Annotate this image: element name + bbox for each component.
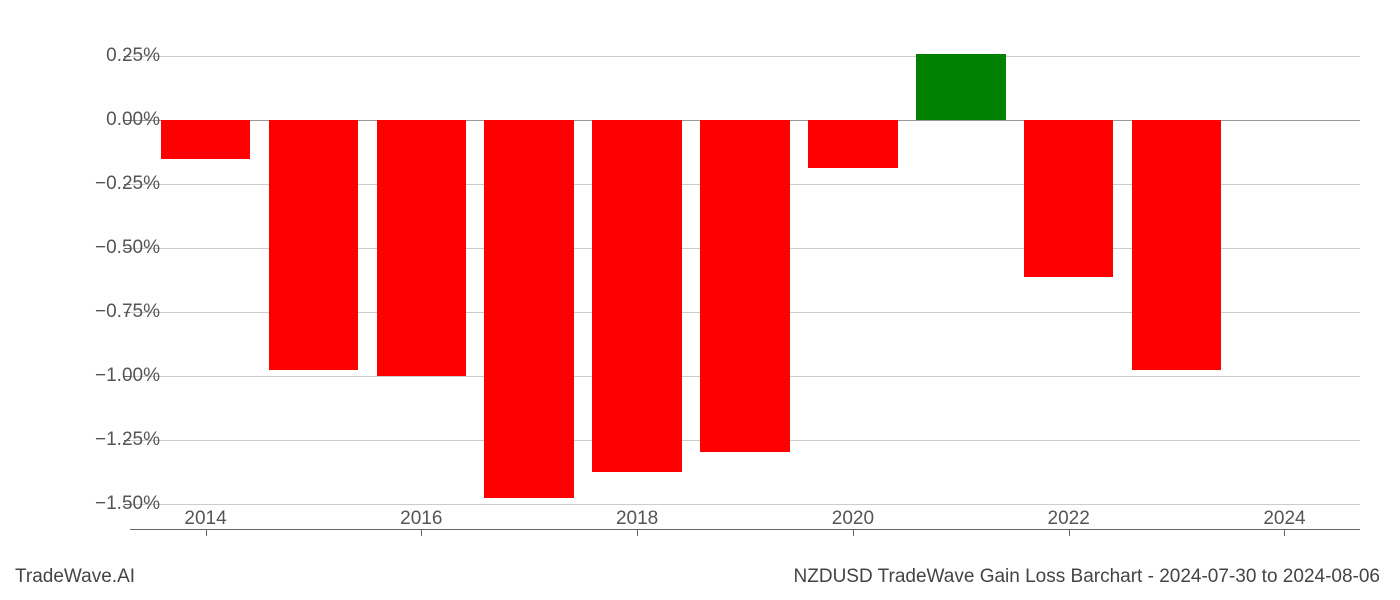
bar-2014 xyxy=(161,120,251,160)
bar-2020 xyxy=(808,120,898,169)
y-axis-label: −0.75% xyxy=(40,301,160,323)
y-axis-label: −1.25% xyxy=(40,429,160,451)
bar-2016 xyxy=(377,120,467,376)
y-axis-label: 0.00% xyxy=(40,109,160,131)
x-tick-mark xyxy=(1069,530,1070,536)
y-axis-label: −0.25% xyxy=(40,173,160,195)
x-tick-mark xyxy=(853,530,854,536)
plot-area xyxy=(130,30,1360,530)
x-axis-label: 2022 xyxy=(1048,508,1090,530)
gridline xyxy=(130,56,1360,57)
x-tick-mark xyxy=(1284,530,1285,536)
x-tick-mark xyxy=(206,530,207,536)
footer-right-text: NZDUSD TradeWave Gain Loss Barchart - 20… xyxy=(794,566,1380,588)
y-axis-label: −1.50% xyxy=(40,493,160,515)
x-axis-label: 2014 xyxy=(184,508,226,530)
y-axis-label: −0.50% xyxy=(40,237,160,259)
y-axis-label: 0.25% xyxy=(40,45,160,67)
y-axis-label: −1.00% xyxy=(40,365,160,387)
bar-2023 xyxy=(1132,120,1222,370)
bar-2019 xyxy=(700,120,790,452)
bar-2015 xyxy=(269,120,359,370)
bar-2022 xyxy=(1024,120,1114,278)
bar-2018 xyxy=(592,120,682,473)
x-tick-mark xyxy=(421,530,422,536)
footer-left-text: TradeWave.AI xyxy=(15,566,135,588)
x-tick-mark xyxy=(637,530,638,536)
bar-2021 xyxy=(916,54,1006,120)
x-axis-label: 2018 xyxy=(616,508,658,530)
x-axis-label: 2024 xyxy=(1263,508,1305,530)
bar-2017 xyxy=(484,120,574,498)
gridline xyxy=(130,504,1360,505)
x-axis-label: 2020 xyxy=(832,508,874,530)
x-axis-label: 2016 xyxy=(400,508,442,530)
chart-container xyxy=(130,30,1360,530)
